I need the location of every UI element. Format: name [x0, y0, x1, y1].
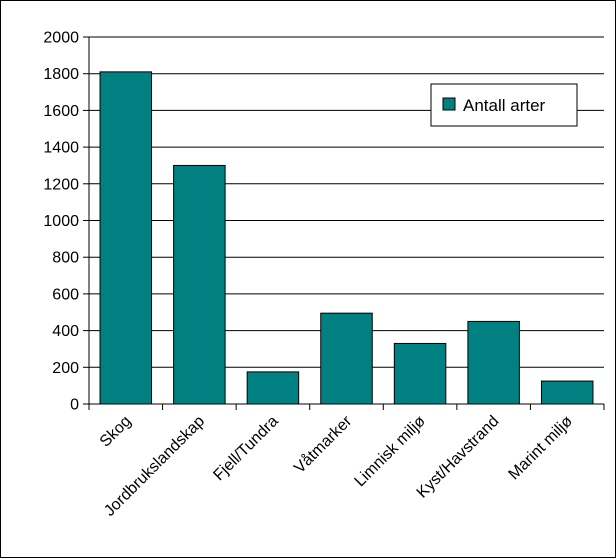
y-tick-label: 1600: [43, 103, 79, 120]
bar: [540, 380, 594, 405]
x-tick-label: Marint miljø: [506, 413, 577, 484]
y-tick-label: 1800: [43, 66, 79, 83]
y-tick-label: 800: [52, 250, 79, 267]
bar: [393, 342, 447, 405]
bar: [99, 71, 153, 405]
bar: [467, 320, 520, 405]
x-tick-label: Limnisk miljø: [352, 413, 430, 491]
axes: [83, 36, 605, 410]
y-tick-label: 200: [52, 360, 79, 377]
x-tick-label: Skog: [97, 413, 135, 451]
y-tick-label: 0: [70, 397, 79, 414]
legend-swatch: [442, 97, 456, 111]
y-tick-label: 2000: [43, 30, 79, 47]
x-tick-label: Våtmarker: [290, 412, 355, 477]
legend: Antall arter: [430, 83, 578, 127]
y-tick-label: 1400: [43, 140, 79, 157]
y-tick-label: 1000: [43, 213, 79, 230]
legend-label: Antall arter: [463, 96, 546, 115]
bar: [320, 312, 373, 405]
y-axis-tick-labels: 0 200 400 600 800 1000 1200 1400 1600 1800 2000: [43, 30, 79, 414]
bar: [246, 371, 300, 405]
y-tick-label: 600: [52, 286, 79, 303]
y-tick-label: 1200: [43, 176, 79, 193]
y-tick-label: 400: [52, 323, 79, 340]
x-tick-label: Fjell/Tundra: [210, 413, 281, 484]
bar: [173, 164, 226, 405]
